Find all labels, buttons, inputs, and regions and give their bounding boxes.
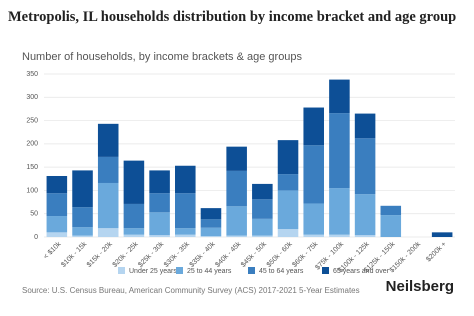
bar-segment: [303, 234, 324, 237]
bar-segment: [149, 170, 170, 194]
x-tick-label: $10k - 15k: [60, 240, 88, 268]
legend-swatch: [322, 267, 329, 274]
bar-segment: [354, 194, 376, 236]
x-tick-label: < $10k: [43, 240, 63, 260]
bar-segment: [72, 170, 93, 208]
legend-label: 65 years and over: [333, 268, 390, 275]
bar-segment: [123, 160, 145, 204]
y-tick-label: 0: [34, 234, 38, 241]
y-tick-label: 300: [26, 94, 38, 101]
brand-logo: Neilsberg: [385, 278, 454, 295]
bar-segment: [431, 232, 453, 237]
bar-segment: [226, 146, 247, 171]
bar-segment: [46, 175, 68, 194]
bar-segment: [149, 212, 170, 236]
bar-segment: [200, 208, 222, 220]
bar-segment: [175, 193, 196, 229]
bar-segment: [303, 145, 324, 204]
y-tick-label: 250: [26, 117, 38, 124]
bar-segment: [329, 79, 350, 114]
bar-segment: [252, 218, 273, 236]
bar-segment: [380, 215, 402, 237]
bar-segment: [175, 234, 196, 237]
x-tick-label: $30k - 35k: [163, 240, 191, 268]
bar-segment: [46, 216, 68, 233]
bar-segment: [97, 123, 119, 157]
legend-label: Under 25 years: [129, 268, 177, 275]
legend-swatch: [176, 267, 183, 274]
legend-label: 25 to 44 years: [187, 268, 232, 275]
bar-segment: [380, 205, 402, 216]
bar-segment: [277, 174, 299, 191]
bar-segment: [123, 203, 145, 229]
bar-segment: [354, 113, 376, 139]
y-tick-label: 100: [26, 187, 38, 194]
bar-segment: [200, 236, 222, 237]
bar-segment: [72, 207, 93, 228]
bar-segment: [149, 193, 170, 213]
x-tick-label: $50k - 60k: [266, 240, 294, 268]
bar-segment: [97, 182, 119, 229]
bar-segment: [46, 193, 68, 217]
bar-segment: [175, 228, 196, 235]
bar-segment: [277, 140, 299, 175]
x-tick-label: $20k - 25k: [112, 240, 140, 268]
bar-segment: [123, 234, 145, 237]
x-tick-label: $40k - 45k: [214, 240, 242, 268]
bar-segment: [123, 228, 145, 235]
x-tick-label: $200k +: [425, 241, 448, 264]
y-tick-label: 200: [26, 141, 38, 148]
x-tick-label: $15k - 20k: [86, 240, 114, 268]
bar-segment: [72, 235, 93, 237]
bar-segment: [329, 234, 350, 237]
chart-subtitle: Number of households, by income brackets…: [22, 51, 303, 63]
bar-segment: [72, 227, 93, 236]
y-tick-label: 150: [26, 164, 38, 171]
bar-segment: [303, 203, 324, 235]
bar-segment: [226, 170, 247, 207]
bar-segment: [252, 199, 273, 219]
legend-swatch: [118, 267, 125, 274]
legend-swatch: [248, 267, 255, 274]
y-tick-label: 50: [30, 211, 38, 218]
bar-segment: [277, 190, 299, 230]
bar-segment: [329, 113, 350, 189]
bar-segment: [97, 228, 119, 237]
chart-title: Metropolis, IL households distribution b…: [8, 9, 457, 25]
x-tick-label: $45k - 50k: [240, 240, 268, 268]
bar-segment: [329, 188, 350, 235]
bar-segment: [354, 138, 376, 195]
bar-segment: [46, 232, 68, 237]
bar-segment: [226, 235, 247, 237]
bar-segment: [354, 235, 376, 237]
bar-segment: [303, 107, 324, 146]
bar-segment: [97, 156, 119, 183]
bar-segment: [252, 235, 273, 237]
source-note: Source: U.S. Census Bureau, American Com…: [22, 286, 360, 295]
bar-segment: [200, 227, 222, 237]
bar-segment: [277, 229, 299, 237]
bar-segment: [226, 206, 247, 236]
x-tick-label: $25k - 30k: [137, 240, 165, 268]
y-tick-label: 350: [26, 71, 38, 78]
legend-label: 45 to 64 years: [259, 268, 304, 275]
bar-segment: [149, 235, 170, 237]
bar-segment: [175, 165, 196, 194]
bar-segment: [200, 219, 222, 228]
bar-segment: [252, 183, 273, 200]
x-tick-label: $35k - 40k: [189, 240, 217, 268]
